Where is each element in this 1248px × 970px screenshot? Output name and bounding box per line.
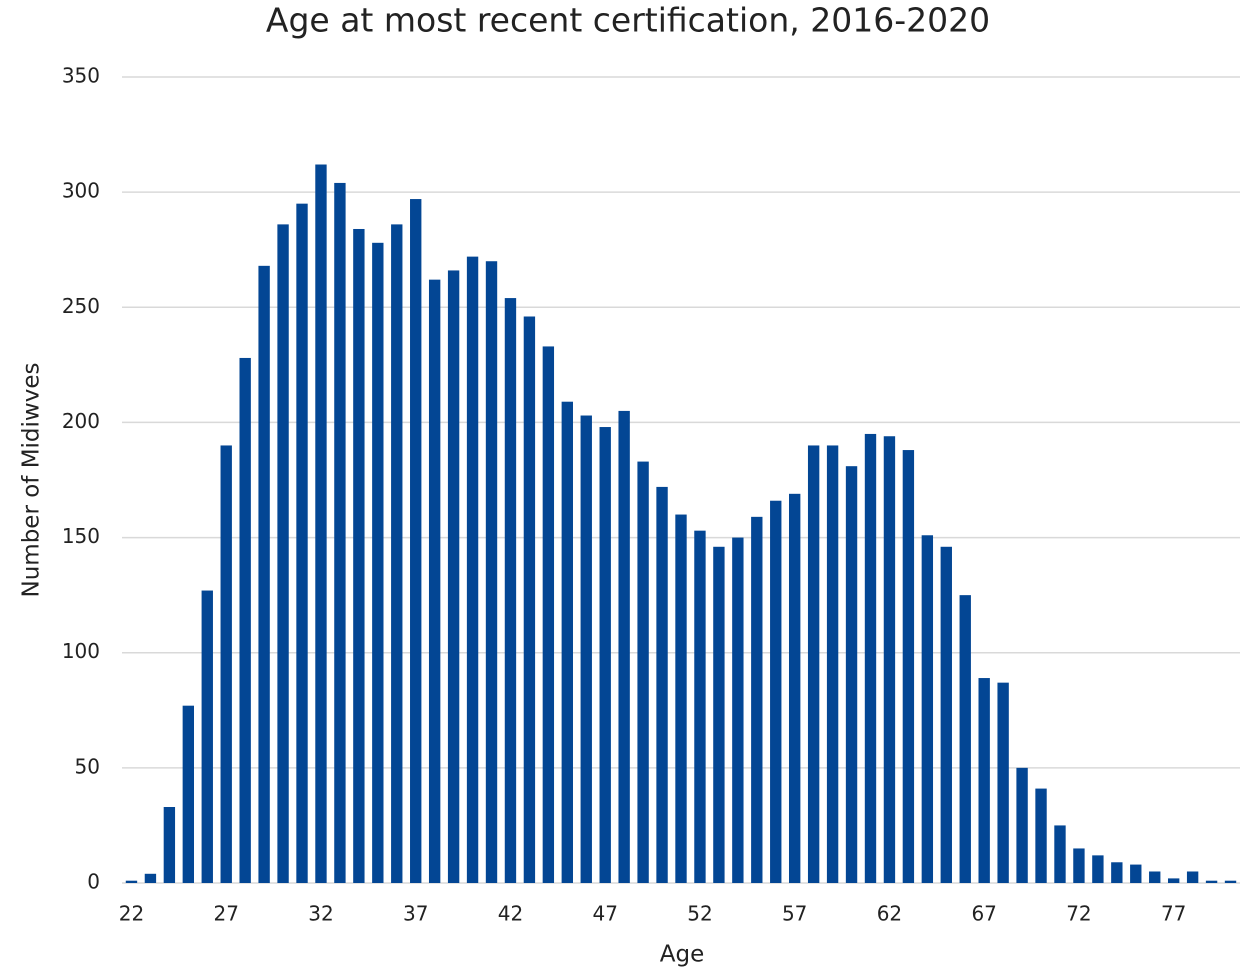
bar: [428, 279, 441, 883]
y-axis-label: Number of Midiwves: [19, 363, 45, 598]
bar: [542, 346, 555, 883]
bar: [353, 228, 365, 883]
bar: [580, 415, 592, 883]
bar: [770, 500, 782, 883]
bar: [315, 164, 327, 884]
bar: [864, 433, 877, 883]
bar: [1054, 825, 1066, 883]
y-tick-label: 50: [75, 754, 100, 778]
y-tick-label: 350: [62, 64, 100, 88]
bar: [1035, 788, 1047, 883]
bar: [807, 445, 820, 883]
bar: [410, 199, 422, 884]
bar: [334, 182, 346, 884]
bar: [656, 486, 668, 883]
bar: [921, 535, 934, 883]
bar: [789, 493, 801, 883]
bar: [447, 270, 460, 883]
bar: [466, 256, 479, 883]
bar: [826, 445, 839, 883]
bar: [978, 678, 990, 883]
bar: [125, 880, 138, 883]
bar: [618, 410, 630, 883]
bar: [1092, 855, 1104, 883]
bar: [296, 203, 308, 883]
bar: [561, 401, 573, 883]
bar: [959, 595, 971, 883]
x-tick-label: 22: [119, 902, 144, 926]
bar: [940, 546, 952, 883]
bar: [732, 537, 744, 883]
x-tick-label: 62: [877, 902, 902, 926]
x-tick-label: 77: [1161, 902, 1186, 926]
x-tick-label: 52: [687, 902, 712, 926]
y-tick-label: 250: [62, 294, 100, 318]
bar: [694, 530, 706, 883]
bar: [391, 224, 403, 883]
bar: [485, 261, 498, 883]
bar: [504, 298, 517, 883]
bar: [883, 436, 896, 883]
bar: [1224, 880, 1237, 883]
bar: [1016, 767, 1028, 883]
bar: [277, 224, 289, 883]
bar: [144, 873, 157, 883]
bar: [1111, 862, 1123, 883]
bar: [599, 427, 611, 883]
bar: [1186, 871, 1199, 883]
y-tick-label: 100: [62, 639, 100, 663]
bar: [845, 466, 858, 883]
bar: [713, 546, 725, 883]
bar: [1149, 871, 1161, 883]
bar: [1205, 880, 1218, 883]
bar: [902, 450, 915, 883]
x-tick-label: 72: [1066, 902, 1091, 926]
x-tick-label: 67: [971, 902, 996, 926]
bar: [751, 516, 763, 883]
bar: [201, 590, 213, 883]
chart-title: Age at most recent certification, 2016-2…: [266, 1, 990, 40]
bar: [997, 682, 1009, 883]
bar: [637, 461, 649, 883]
x-axis-label: Age: [660, 942, 704, 968]
bar: [372, 242, 384, 883]
x-tick-label: 27: [213, 902, 238, 926]
bar: [1073, 848, 1085, 883]
bar: [1167, 878, 1180, 883]
y-tick-label: 200: [62, 409, 100, 433]
x-tick-label: 47: [592, 902, 617, 926]
x-tick-label: 57: [782, 902, 807, 926]
bar: [1130, 864, 1142, 883]
y-tick-label: 300: [62, 179, 100, 203]
y-tick-label: 150: [62, 524, 100, 548]
y-tick-label: 0: [87, 870, 100, 894]
bar: [258, 265, 270, 883]
bar: [675, 514, 687, 883]
x-tick-label: 32: [308, 902, 333, 926]
bar: [163, 807, 176, 883]
x-tick-label: 37: [403, 902, 428, 926]
bar: [523, 316, 536, 883]
bar: [182, 705, 195, 883]
x-tick-label: 42: [498, 902, 523, 926]
bar: [220, 445, 232, 883]
bar: [239, 357, 251, 883]
